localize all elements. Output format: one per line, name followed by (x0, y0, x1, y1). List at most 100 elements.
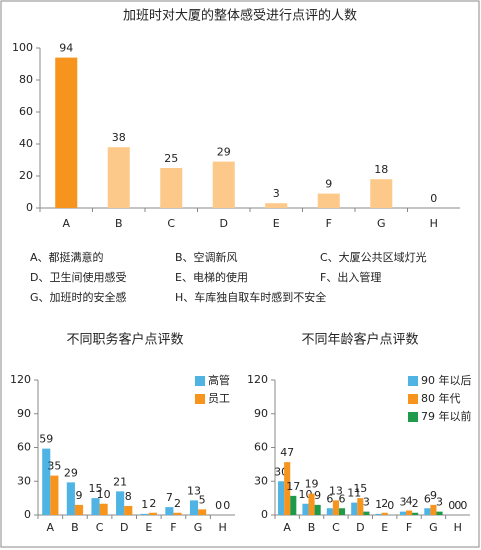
data-label: 0 (215, 499, 222, 512)
bar (198, 509, 207, 515)
legend-swatch (408, 412, 418, 422)
bar (351, 502, 358, 515)
data-label: 94 (59, 42, 73, 55)
x-tick-label: F (170, 521, 176, 534)
bar (412, 512, 419, 515)
data-label: 6 (339, 492, 346, 505)
x-tick-label: A (283, 521, 291, 534)
data-label: 38 (112, 131, 126, 144)
bar (189, 500, 199, 515)
y-tick-label: 60 (17, 441, 31, 454)
data-label: 2 (381, 497, 388, 510)
bar (160, 168, 183, 208)
y-tick-label: 100 (12, 41, 33, 54)
x-tick-label: F (406, 521, 412, 534)
data-label: 0 (430, 192, 437, 205)
category-note: G、加班时的安全感 (30, 290, 127, 304)
x-tick-label: G (194, 521, 203, 534)
x-tick-label: A (47, 521, 55, 534)
x-tick-label: D (120, 521, 128, 534)
bar (148, 512, 157, 515)
y-tick-label: 30 (254, 474, 268, 487)
data-label: 9 (430, 489, 437, 502)
bar (424, 508, 431, 515)
chart-title: 加班时对大厦的整体感受进行点评的人数 (123, 8, 357, 24)
data-label: 3 (273, 187, 280, 200)
y-tick-label: 90 (17, 407, 31, 420)
category-note: F、出入管理 (320, 270, 381, 284)
bar (314, 504, 321, 515)
data-label: 11 (347, 487, 361, 500)
y-tick-label: 80 (19, 73, 33, 86)
bar (430, 504, 437, 515)
data-label: 17 (286, 480, 300, 493)
legend-label: 80 年代 (421, 391, 461, 405)
bar (317, 193, 340, 208)
x-tick-label: B (71, 521, 79, 534)
data-label: 8 (125, 490, 132, 503)
legend-label: 高管 (208, 373, 230, 387)
x-tick-label: H (454, 521, 462, 534)
y-tick-label: 40 (19, 137, 33, 150)
data-label: 0 (223, 499, 230, 512)
x-tick-label: E (273, 217, 280, 230)
x-tick-label: C (167, 217, 175, 230)
data-label: 35 (47, 460, 61, 473)
x-tick-label: D (220, 217, 228, 230)
data-label: 3 (363, 496, 370, 509)
data-label: 15 (353, 482, 367, 495)
data-label: 19 (305, 478, 319, 491)
legend-swatch (195, 376, 205, 386)
y-tick-label: 120 (247, 373, 268, 386)
category-note: E、电梯的使用 (175, 270, 248, 284)
bar (50, 475, 59, 515)
data-label: 2 (174, 497, 181, 510)
category-note: B、空调新风 (175, 250, 238, 264)
bar (165, 507, 174, 515)
data-label: 29 (217, 146, 231, 159)
y-tick-label: 0 (261, 508, 268, 521)
bar (284, 462, 291, 515)
data-label: 10 (97, 488, 111, 501)
data-label: 9 (314, 489, 321, 502)
data-label: 29 (64, 466, 78, 479)
bar (66, 482, 75, 515)
y-tick-label: 0 (26, 201, 33, 214)
bar (265, 203, 288, 208)
bar (370, 179, 393, 208)
data-label: 13 (187, 484, 201, 497)
bar (91, 498, 100, 515)
x-tick-label: C (96, 521, 104, 534)
data-label: 25 (164, 152, 178, 165)
bar (399, 511, 407, 515)
bar (290, 495, 297, 515)
data-label: 6 (326, 492, 333, 505)
bar (116, 491, 125, 515)
y-tick-label: 20 (19, 169, 33, 182)
y-tick-label: 0 (24, 508, 31, 521)
data-label: 15 (88, 482, 102, 495)
x-tick-label: H (219, 521, 227, 534)
bar (363, 511, 370, 515)
data-label: 3 (436, 496, 443, 509)
data-label: 0 (448, 499, 455, 512)
legend-label: 员工 (208, 392, 230, 405)
x-tick-label: B (115, 217, 123, 230)
bar (140, 513, 149, 515)
bar (357, 498, 364, 515)
x-tick-label: H (430, 217, 438, 230)
bar (99, 503, 108, 515)
x-tick-label: B (308, 521, 316, 534)
bar (124, 506, 133, 515)
bar (107, 147, 130, 208)
x-tick-label: D (356, 521, 364, 534)
data-label: 5 (199, 493, 206, 506)
data-label: 4 (406, 495, 413, 508)
data-label: 13 (329, 484, 343, 497)
legend-swatch (408, 376, 418, 386)
category-note: C、大厦公共区域灯光 (320, 250, 427, 264)
bar (338, 508, 346, 515)
bar (375, 513, 382, 515)
